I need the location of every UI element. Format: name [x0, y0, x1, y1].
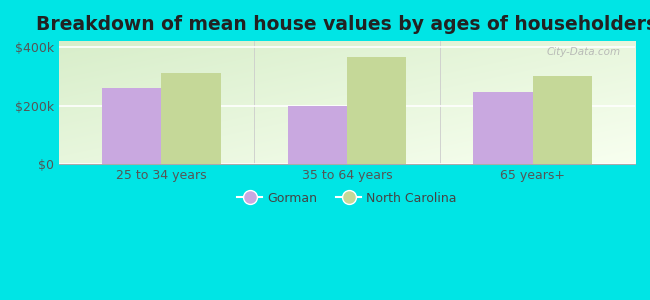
- Bar: [347, 57, 406, 164]
- Bar: [287, 106, 347, 164]
- Bar: [101, 88, 161, 164]
- Title: Breakdown of mean house values by ages of householders: Breakdown of mean house values by ages o…: [36, 15, 650, 34]
- Text: City-Data.com: City-Data.com: [547, 47, 621, 57]
- Bar: [473, 92, 533, 164]
- Bar: [533, 76, 592, 164]
- Bar: [161, 74, 220, 164]
- Legend: Gorman, North Carolina: Gorman, North Carolina: [232, 187, 462, 210]
